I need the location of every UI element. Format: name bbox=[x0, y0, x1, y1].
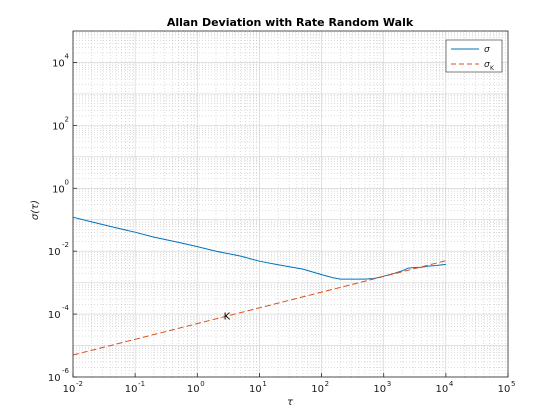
y-tick-exponent: 2 bbox=[65, 115, 69, 123]
legend-box bbox=[445, 39, 503, 73]
x-tick-exponent: 1 bbox=[262, 380, 266, 388]
plot-area bbox=[73, 31, 508, 377]
y-tick-label: 10 bbox=[52, 121, 65, 132]
series-line-1 bbox=[72, 216, 446, 280]
y-tick-exponent: 4 bbox=[65, 52, 70, 60]
annotation-label: K bbox=[224, 312, 231, 323]
legend-label: σ bbox=[484, 60, 490, 70]
legend: σσ K bbox=[445, 39, 503, 73]
x-tick-label: 10 bbox=[498, 384, 511, 395]
y-tick-exponent: 0 bbox=[65, 178, 69, 186]
x-tick-label: 10 bbox=[373, 384, 386, 395]
y-tick-exponent: -2 bbox=[62, 241, 69, 249]
y-tick-label: 10 bbox=[48, 373, 61, 384]
plot-frame bbox=[72, 30, 509, 378]
x-tick-label: 10 bbox=[435, 384, 448, 395]
x-tick-labels: 10 -2 10 -1 10 0 10 1 10 2 10 3 10 4 10 5 bbox=[63, 373, 515, 395]
x-tick-label: 10 bbox=[187, 384, 200, 395]
x-tick-exponent: 3 bbox=[387, 380, 391, 388]
x-tick-exponent: 0 bbox=[200, 380, 204, 388]
x-tick-label: 10 bbox=[311, 384, 324, 395]
legend-label: σ bbox=[484, 45, 490, 55]
chart-title: Allan Deviation with Rate Random Walk bbox=[167, 16, 414, 29]
grid-lines bbox=[72, 31, 508, 378]
y-tick-exponent: -6 bbox=[62, 367, 70, 375]
x-tick-label: 10 bbox=[249, 384, 262, 395]
x-tick-label: 10 bbox=[125, 384, 138, 395]
y-tick-label: 10 bbox=[52, 58, 65, 69]
x-tick-exponent: -1 bbox=[138, 380, 145, 388]
x-axis-label: τ bbox=[287, 397, 294, 408]
x-tick-exponent: 5 bbox=[511, 380, 515, 388]
x-tick-exponent: 4 bbox=[449, 380, 454, 388]
series-line-2 bbox=[72, 260, 447, 356]
y-tick-label: 10 bbox=[48, 310, 61, 321]
legend-label-subscript: K bbox=[490, 65, 495, 72]
y-tick-label: 10 bbox=[48, 247, 61, 258]
x-tick-exponent: -2 bbox=[76, 380, 83, 388]
y-tick-exponent: -4 bbox=[62, 304, 70, 312]
y-tick-label: 10 bbox=[52, 184, 65, 195]
x-tick-exponent: 2 bbox=[325, 380, 329, 388]
series-layer bbox=[72, 216, 447, 356]
x-tick-label: 10 bbox=[63, 384, 76, 395]
y-axis-label: σ(τ) bbox=[30, 200, 41, 220]
